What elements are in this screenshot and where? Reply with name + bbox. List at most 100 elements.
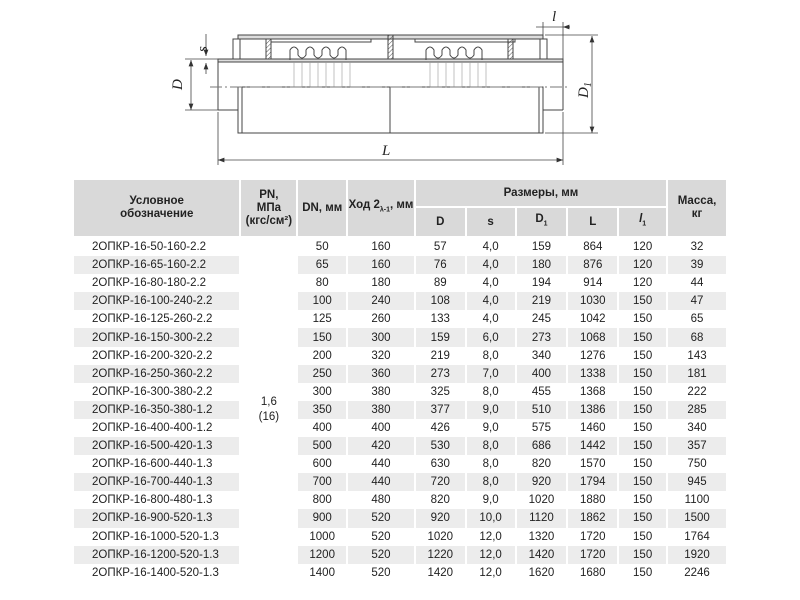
header-L: L [566,206,620,238]
cell-name: 2ОПКР-16-50-160-2.2 [71,237,242,257]
cell-s: 8,0 [464,437,517,456]
cell-stroke: 360 [346,364,416,383]
table-row: 2ОПКР-16-500-420-1.3 500 420 530 8,0 686 1442 1… [71,437,728,456]
table-row: 2ОПКР-16-150-300-2.2 150 300 159 6,0 273 1068 1… [71,328,728,347]
cell-dn: 125 [296,310,349,329]
cell-D: 159 [413,328,467,347]
cell-D1: 340 [514,346,569,365]
cell-name: 2ОПКР-16-1000-520-1.3 [71,527,242,546]
cell-s: 7,0 [464,364,517,383]
cell-stroke: 400 [346,418,416,438]
cell-L: 1720 [566,545,620,564]
cell-D1: 1120 [514,509,569,528]
table-row: 2ОПКР-16-1000-520-1.3 1000 520 1020 12,0 1320… [71,527,728,546]
cell-D1: 1320 [514,527,569,546]
cell-stroke: 380 [346,400,416,419]
table-row: 2ОПКР-16-600-440-1.3 600 440 630 8,0 820 1570 1… [71,455,728,474]
cell-D: 273 [413,364,467,383]
table-row: 2ОПКР-16-800-480-1.3 800 480 820 9,0 1020 1880… [71,491,728,510]
cell-dn: 900 [296,509,349,528]
cell-L: 1680 [566,563,620,582]
cell-dn: 100 [296,292,349,311]
cell-D: 108 [413,292,467,311]
cell-s: 6,0 [464,328,517,347]
cell-s: 4,0 [464,256,517,275]
cell-mass: 65 [666,310,728,329]
table-row: 2ОПКР-16-65-160-2.2 65 160 76 4,0 180 876 120 39 [71,256,728,275]
cell-dn: 600 [296,455,349,474]
cell-dn: 500 [296,437,349,456]
cell-name: 2ОПКР-16-65-160-2.2 [71,256,242,275]
cell-L: 1030 [566,292,620,311]
cell-L: 1068 [566,328,620,347]
cell-s: 12,0 [464,545,517,564]
cell-L: 864 [566,237,620,257]
header-D1: D1 [514,206,569,238]
cell-name: 2ОПКР-16-80-180-2.2 [71,274,242,293]
pn-value: 1,6 [260,395,277,408]
cell-D: 57 [413,237,467,257]
cell-stroke: 480 [346,491,416,510]
label-L: L [381,143,390,159]
specs-table: Условное обозначение PN, МПа (кгс/см²) DN, … [71,178,728,582]
label-D: D [170,79,186,91]
cell-D1: 575 [514,418,569,438]
cell-name: 2ОПКР-16-250-360-2.2 [71,364,242,383]
table-row: 2ОПКР-16-100-240-2.2 100 240 108 4,0 219 1030 1… [71,292,728,311]
cell-name: 2ОПКР-16-100-240-2.2 [71,292,242,311]
cell-s: 12,0 [464,527,517,546]
cell-D: 76 [413,256,467,275]
cell-D: 720 [413,473,467,492]
cell-l1: 150 [617,437,669,456]
cell-D1: 245 [514,310,569,329]
cell-s: 8,0 [464,455,517,474]
cell-mass: 1920 [666,545,728,564]
table-row: 2ОПКР-16-900-520-1.3 900 520 920 10,0 1120 186… [71,509,728,528]
table-row: 2ОПКР-16-1200-520-1.3 1200 520 1220 12,0 1420… [71,545,728,564]
label-D1: D1 [576,82,594,99]
cell-mass: 68 [666,328,728,347]
cell-mass: 2246 [666,563,728,582]
table-row: 2ОПКР-16-1400-520-1.3 1400 520 1420 12,0 1620… [71,563,728,582]
cell-s: 4,0 [464,237,517,257]
cell-dn: 1400 [296,563,349,582]
cell-s: 4,0 [464,310,517,329]
cell-dn: 250 [296,364,349,383]
cell-stroke: 180 [346,274,416,293]
cell-D1: 686 [514,437,569,456]
pn-value-kgf: (16) [258,410,280,423]
cell-s: 10,0 [464,509,517,528]
cell-mass: 357 [666,437,728,456]
cell-L: 1862 [566,509,620,528]
cell-s: 12,0 [464,563,517,582]
cell-L: 1276 [566,346,620,365]
table-row: 2ОПКР-16-350-380-1.2 350 380 377 9,0 510 1386 1… [71,400,728,419]
table-row: 2ОПКР-16-200-320-2.2 200 320 219 8,0 340 1276 1… [71,346,728,365]
expansion-joint-drawing: s D L l D1 [170,9,598,165]
cell-L: 1042 [566,310,620,329]
header-dn: DN, мм [296,178,349,238]
header-D: D [413,206,467,238]
cell-stroke: 240 [346,292,416,311]
cell-stroke: 520 [346,563,416,582]
cell-dn: 1200 [296,545,349,564]
cell-dn: 65 [296,256,349,275]
table-row: 2ОПКР-16-50-160-2.2 1,6 (16) 50 160 57 4,0 159 8… [71,237,728,582]
header-pn: PN, МПа (кгс/см²) [239,178,299,238]
cell-mass: 47 [666,292,728,311]
cell-D1: 400 [514,364,569,383]
cell-D: 1020 [413,527,467,546]
cell-mass: 1500 [666,509,728,528]
cell-dn: 1000 [296,527,349,546]
cell-s: 9,0 [464,491,517,510]
cell-L: 1338 [566,364,620,383]
cell-stroke: 160 [346,256,416,275]
cell-name: 2ОПКР-16-400-400-1.2 [71,418,242,438]
cell-name: 2ОПКР-16-700-440-1.3 [71,473,242,492]
cell-stroke: 260 [346,310,416,329]
header-mass: Масса, кг [666,178,728,238]
cell-l1: 120 [617,237,669,257]
table-row: 2ОПКР-16-80-180-2.2 80 180 89 4,0 194 914 120 44 [71,274,728,293]
cell-D1: 820 [514,455,569,474]
table-row: 2ОПКР-16-300-380-2.2 300 380 325 8,0 455 1368 1… [71,382,728,401]
